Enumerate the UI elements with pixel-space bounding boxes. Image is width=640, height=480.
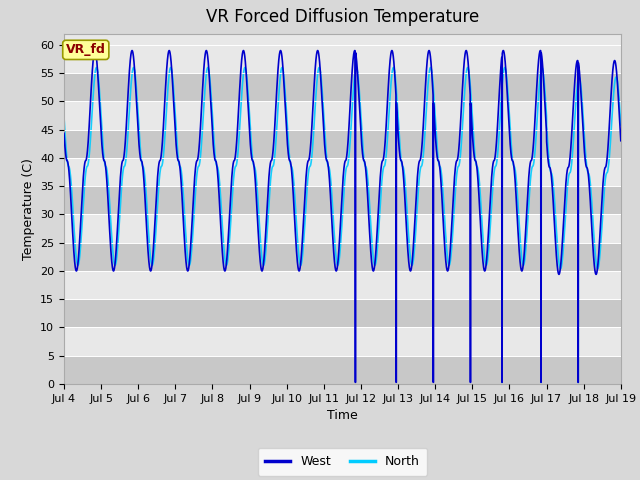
West <box>531 120 539 126</box>
Bar <box>64 299 621 327</box>
Line: North: North <box>64 68 621 383</box>
Bar <box>64 130 621 158</box>
North <box>304 173 312 179</box>
Legend: West, North: West, North <box>258 448 427 476</box>
West <box>607 105 614 111</box>
Bar <box>64 327 621 356</box>
West <box>60 131 68 136</box>
North <box>607 142 614 147</box>
North <box>512 175 520 181</box>
Line: West: West <box>64 50 621 383</box>
West <box>304 158 312 164</box>
Bar <box>64 73 621 101</box>
Bar <box>64 215 621 243</box>
Text: VR_fd: VR_fd <box>66 43 106 56</box>
West <box>91 48 99 53</box>
North <box>60 114 68 120</box>
West <box>257 264 265 270</box>
Bar <box>64 158 621 186</box>
North <box>617 122 625 128</box>
Bar <box>64 271 621 299</box>
Bar <box>64 186 621 215</box>
West <box>574 380 582 385</box>
Y-axis label: Temperature (C): Temperature (C) <box>22 158 35 260</box>
North <box>93 65 100 71</box>
West <box>504 98 511 104</box>
West <box>512 194 520 200</box>
X-axis label: Time: Time <box>327 409 358 422</box>
North <box>531 151 539 157</box>
Bar <box>64 45 621 73</box>
North <box>504 86 511 92</box>
North <box>257 243 265 249</box>
Bar <box>64 356 621 384</box>
Bar <box>64 243 621 271</box>
North <box>574 380 582 385</box>
Bar <box>64 101 621 130</box>
Title: VR Forced Diffusion Temperature: VR Forced Diffusion Temperature <box>206 9 479 26</box>
West <box>617 138 625 144</box>
